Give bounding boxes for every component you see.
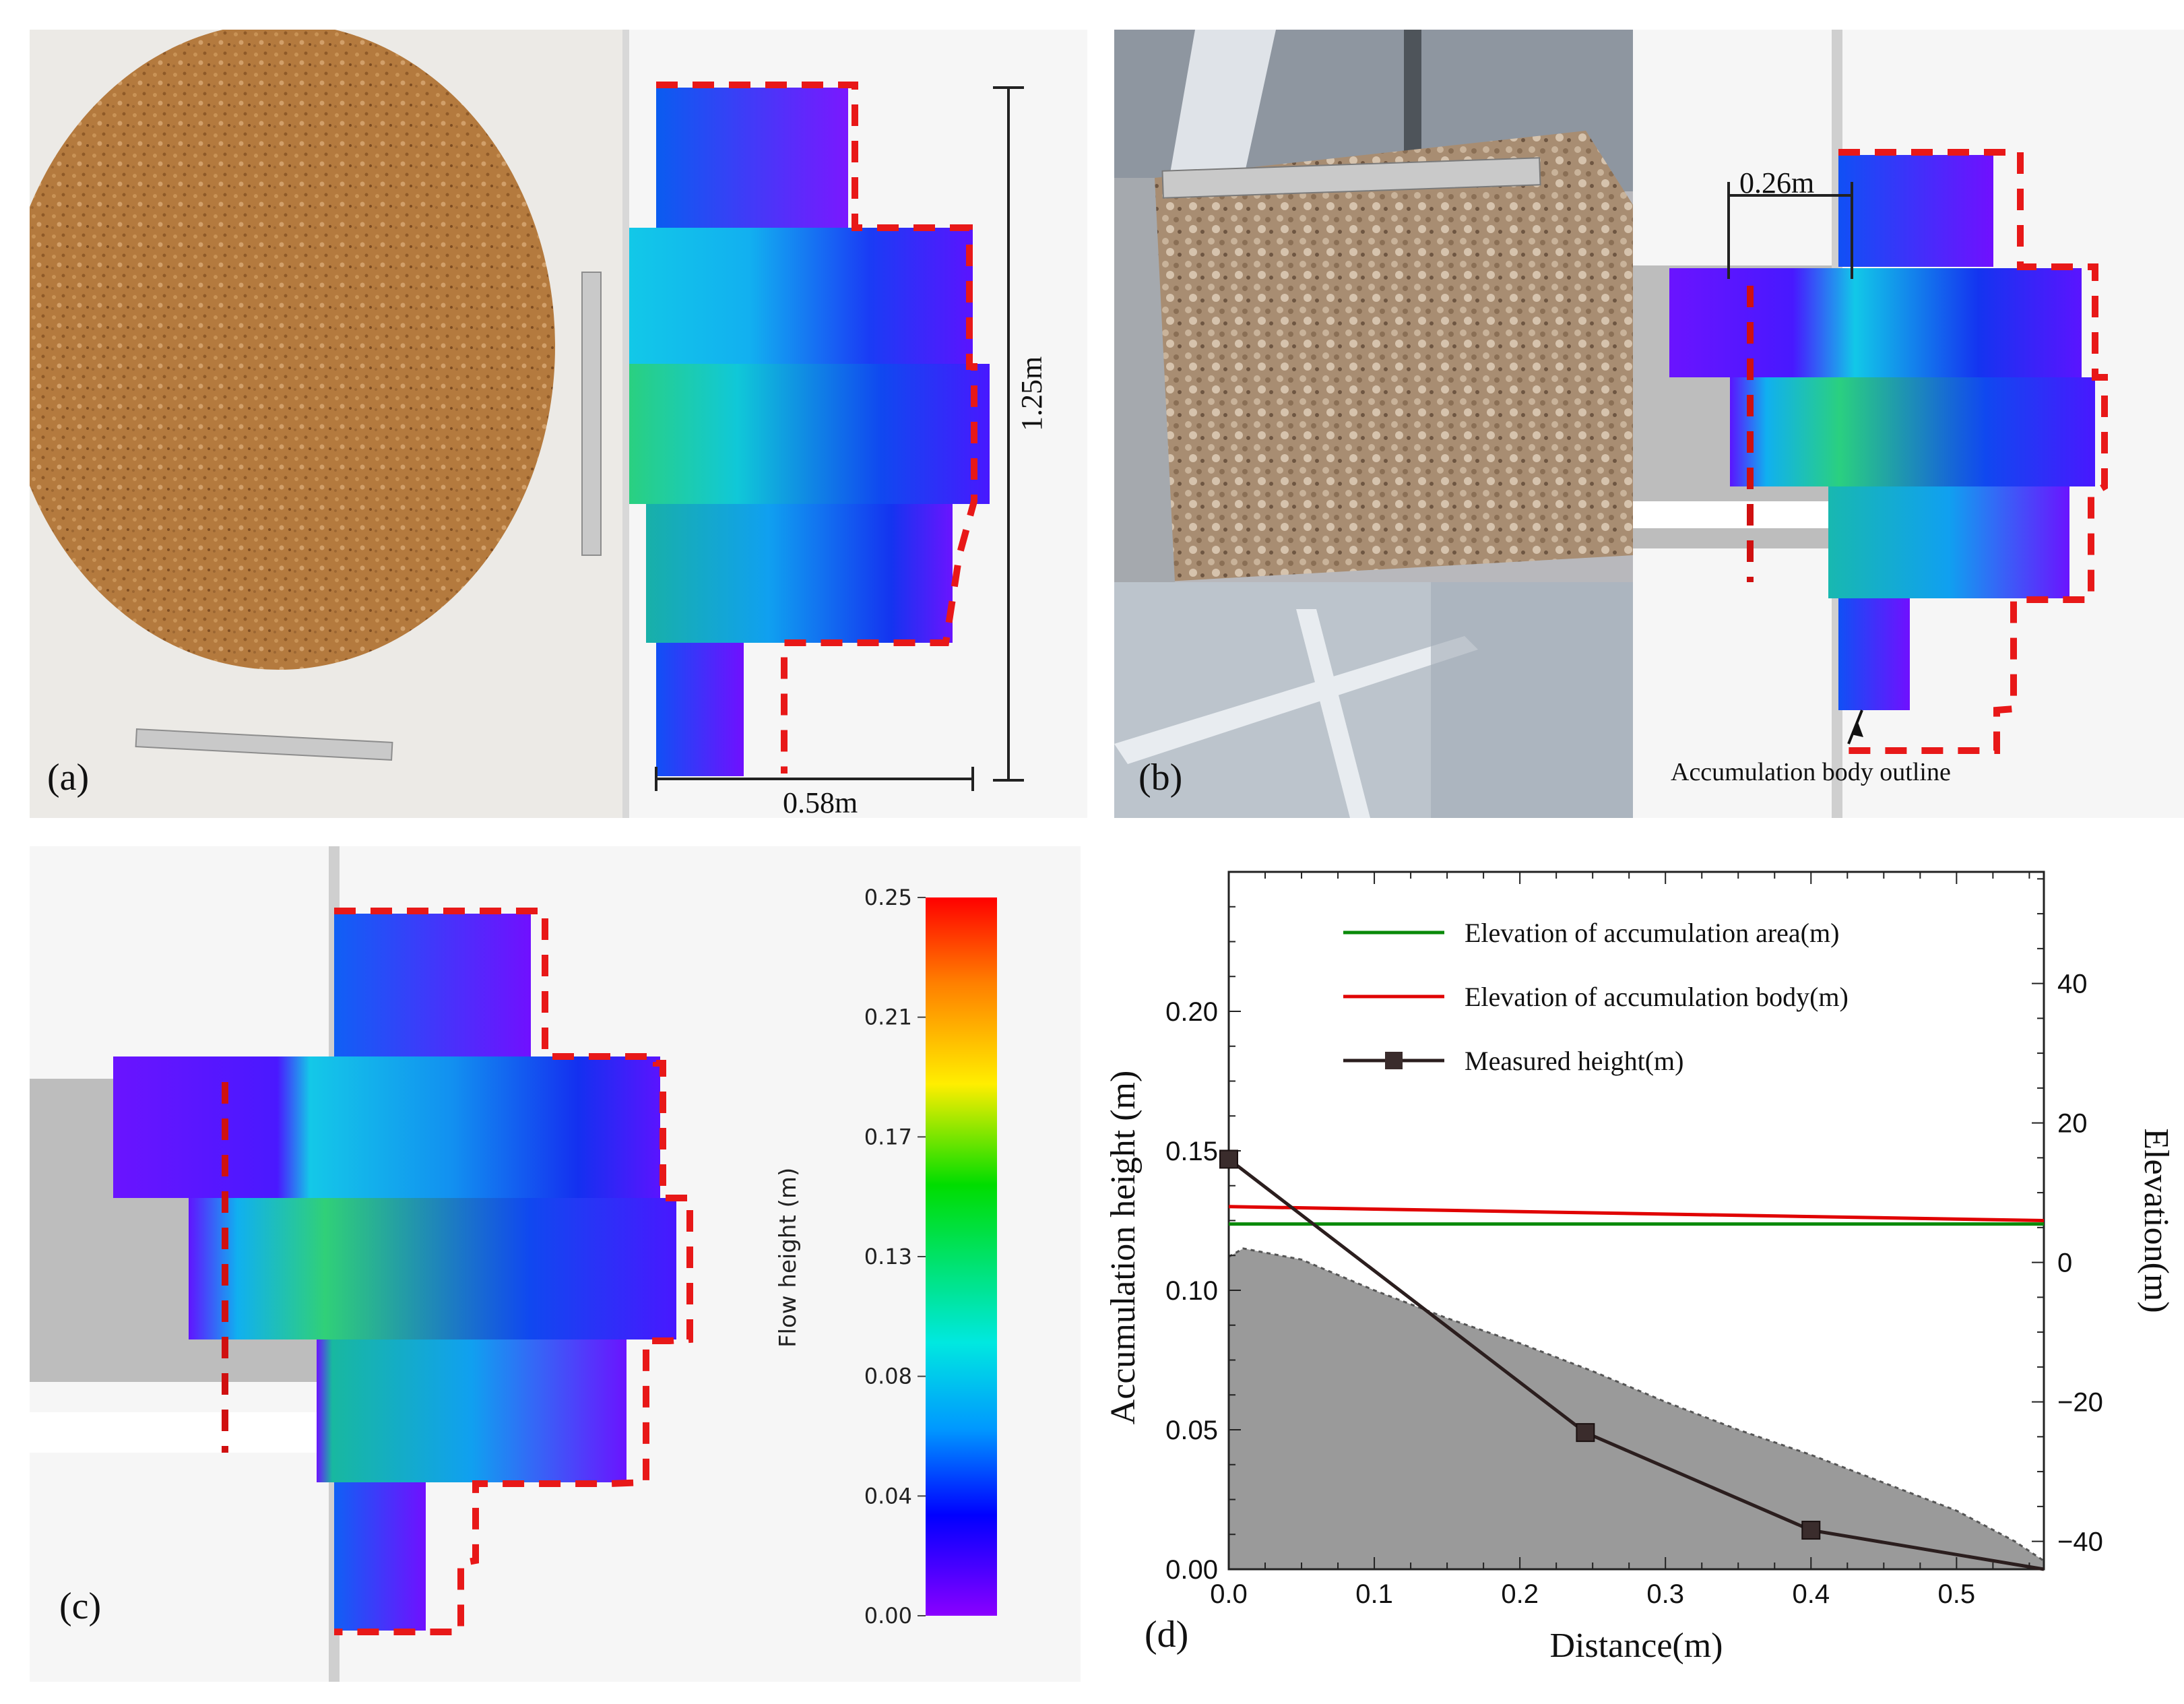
accumulation-outline (656, 82, 977, 774)
colorbar: 0.25 0.21 0.17 0.13 0.08 0.04 0.00 (717, 846, 1081, 1682)
panel-d-label: (d) (1145, 1614, 1188, 1655)
flow-block (1730, 377, 2095, 486)
x-tick-label: 0.5 (1938, 1579, 1976, 1609)
y-tick-label: 0.10 (1165, 1276, 1218, 1306)
measured-point (1219, 1149, 1238, 1169)
flow-block (334, 1482, 426, 1631)
measured-point (1801, 1521, 1821, 1540)
legend-label: Measured height(m) (1465, 1046, 1683, 1076)
colorbar-tick-label: 0.00 (864, 1603, 912, 1629)
y-tick-label: 0.15 (1165, 1137, 1218, 1166)
legend-marker (1385, 1052, 1403, 1069)
y2-axis-title: Elevation(m) (2137, 1128, 2175, 1313)
x-tick-label: 0.1 (1355, 1579, 1393, 1609)
panel-b-label: (b) (1138, 757, 1183, 798)
chart: 0.0 0.1 0.2 0.3 0.4 0.5 0.00 0.05 0.10 0.15 0.20 40… (1104, 871, 2175, 1665)
y-tick-label: 0.00 (1165, 1555, 1218, 1585)
legend-label: Elevation of accumulation area(m) (1465, 918, 1839, 948)
flow-block (334, 914, 531, 1056)
x-tick-label: 0.3 (1646, 1579, 1684, 1609)
colorbar-title: Flow height (m) (775, 1167, 802, 1348)
series-line (1228, 1205, 2045, 1222)
panel-c-simulation (30, 846, 717, 1682)
offset-label: 0.26m (1739, 166, 1815, 199)
y2-tick-label: 0 (2057, 1249, 2072, 1278)
flow-block (1838, 598, 1910, 710)
panel-b-photo (1114, 30, 1633, 818)
flow-block (1838, 155, 1993, 267)
flow-block (629, 228, 973, 364)
x-tick-label: 0.4 (1792, 1579, 1830, 1609)
panel-a-label: (a) (47, 757, 90, 798)
flow-block (1669, 268, 2082, 377)
flow-block (629, 364, 990, 504)
colorbar-tick-label: 0.08 (864, 1364, 912, 1389)
panel-a (30, 30, 1087, 818)
x-tick-label: 0.0 (1210, 1579, 1248, 1609)
y2-tick-label: −20 (2057, 1388, 2103, 1418)
y-tick-label: 0.05 (1165, 1416, 1218, 1445)
y2-tick-label: 40 (2057, 970, 2088, 999)
y2-tick-label: 20 (2057, 1109, 2088, 1139)
flow-block (113, 1056, 660, 1198)
width-label: 0.58m (783, 786, 858, 819)
panel-d-chart: 0.0 0.1 0.2 0.3 0.4 0.5 0.00 0.05 0.10 0.15 0.20 40… (1081, 838, 2184, 1704)
flow-block (1828, 486, 2069, 598)
measured-point (1576, 1423, 1595, 1443)
colorbar-gradient (926, 897, 997, 1616)
panel-a-simulation (629, 30, 1087, 818)
annotation-arrow (1847, 709, 1863, 745)
colorbar-tick-label: 0.13 (864, 1244, 912, 1269)
flow-block (656, 88, 848, 228)
panel-b-simulation (1633, 30, 2184, 818)
flow-block (317, 1339, 627, 1482)
flow-block (656, 643, 744, 776)
accumulation-outline (1838, 149, 2108, 754)
x-tick-label: 0.2 (1501, 1579, 1539, 1609)
colorbar-tick-label: 0.21 (864, 1005, 912, 1030)
flow-block (646, 504, 953, 643)
panel-a-graphic (30, 30, 629, 818)
outline-annotation: Accumulation body outline (1671, 758, 1951, 786)
x-axis-title: Distance(m) (1549, 1627, 1723, 1665)
flow-block (189, 1198, 676, 1339)
y2-tick-label: −40 (2057, 1527, 2103, 1557)
colorbar-tick-label: 0.17 (864, 1124, 912, 1149)
accumulation-area-edge (1228, 1247, 2045, 1562)
length-label: 1.25m (1015, 356, 1048, 431)
flume-photo (1114, 30, 1633, 818)
legend-label: Elevation of accumulation body(m) (1465, 982, 1849, 1012)
panel-c-label: (c) (59, 1585, 102, 1627)
series-line (1227, 1158, 2045, 1571)
accumulation-area (1229, 1248, 2044, 1569)
accumulation-outline (334, 908, 693, 1635)
y-axis-title: Accumulation height (m) (1104, 1071, 1143, 1425)
soil-pile-photo (30, 30, 629, 818)
colorbar-tick-label: 0.04 (864, 1483, 912, 1509)
colorbar-tick-label: 0.25 (864, 885, 912, 910)
y-tick-label: 0.20 (1165, 997, 1218, 1027)
